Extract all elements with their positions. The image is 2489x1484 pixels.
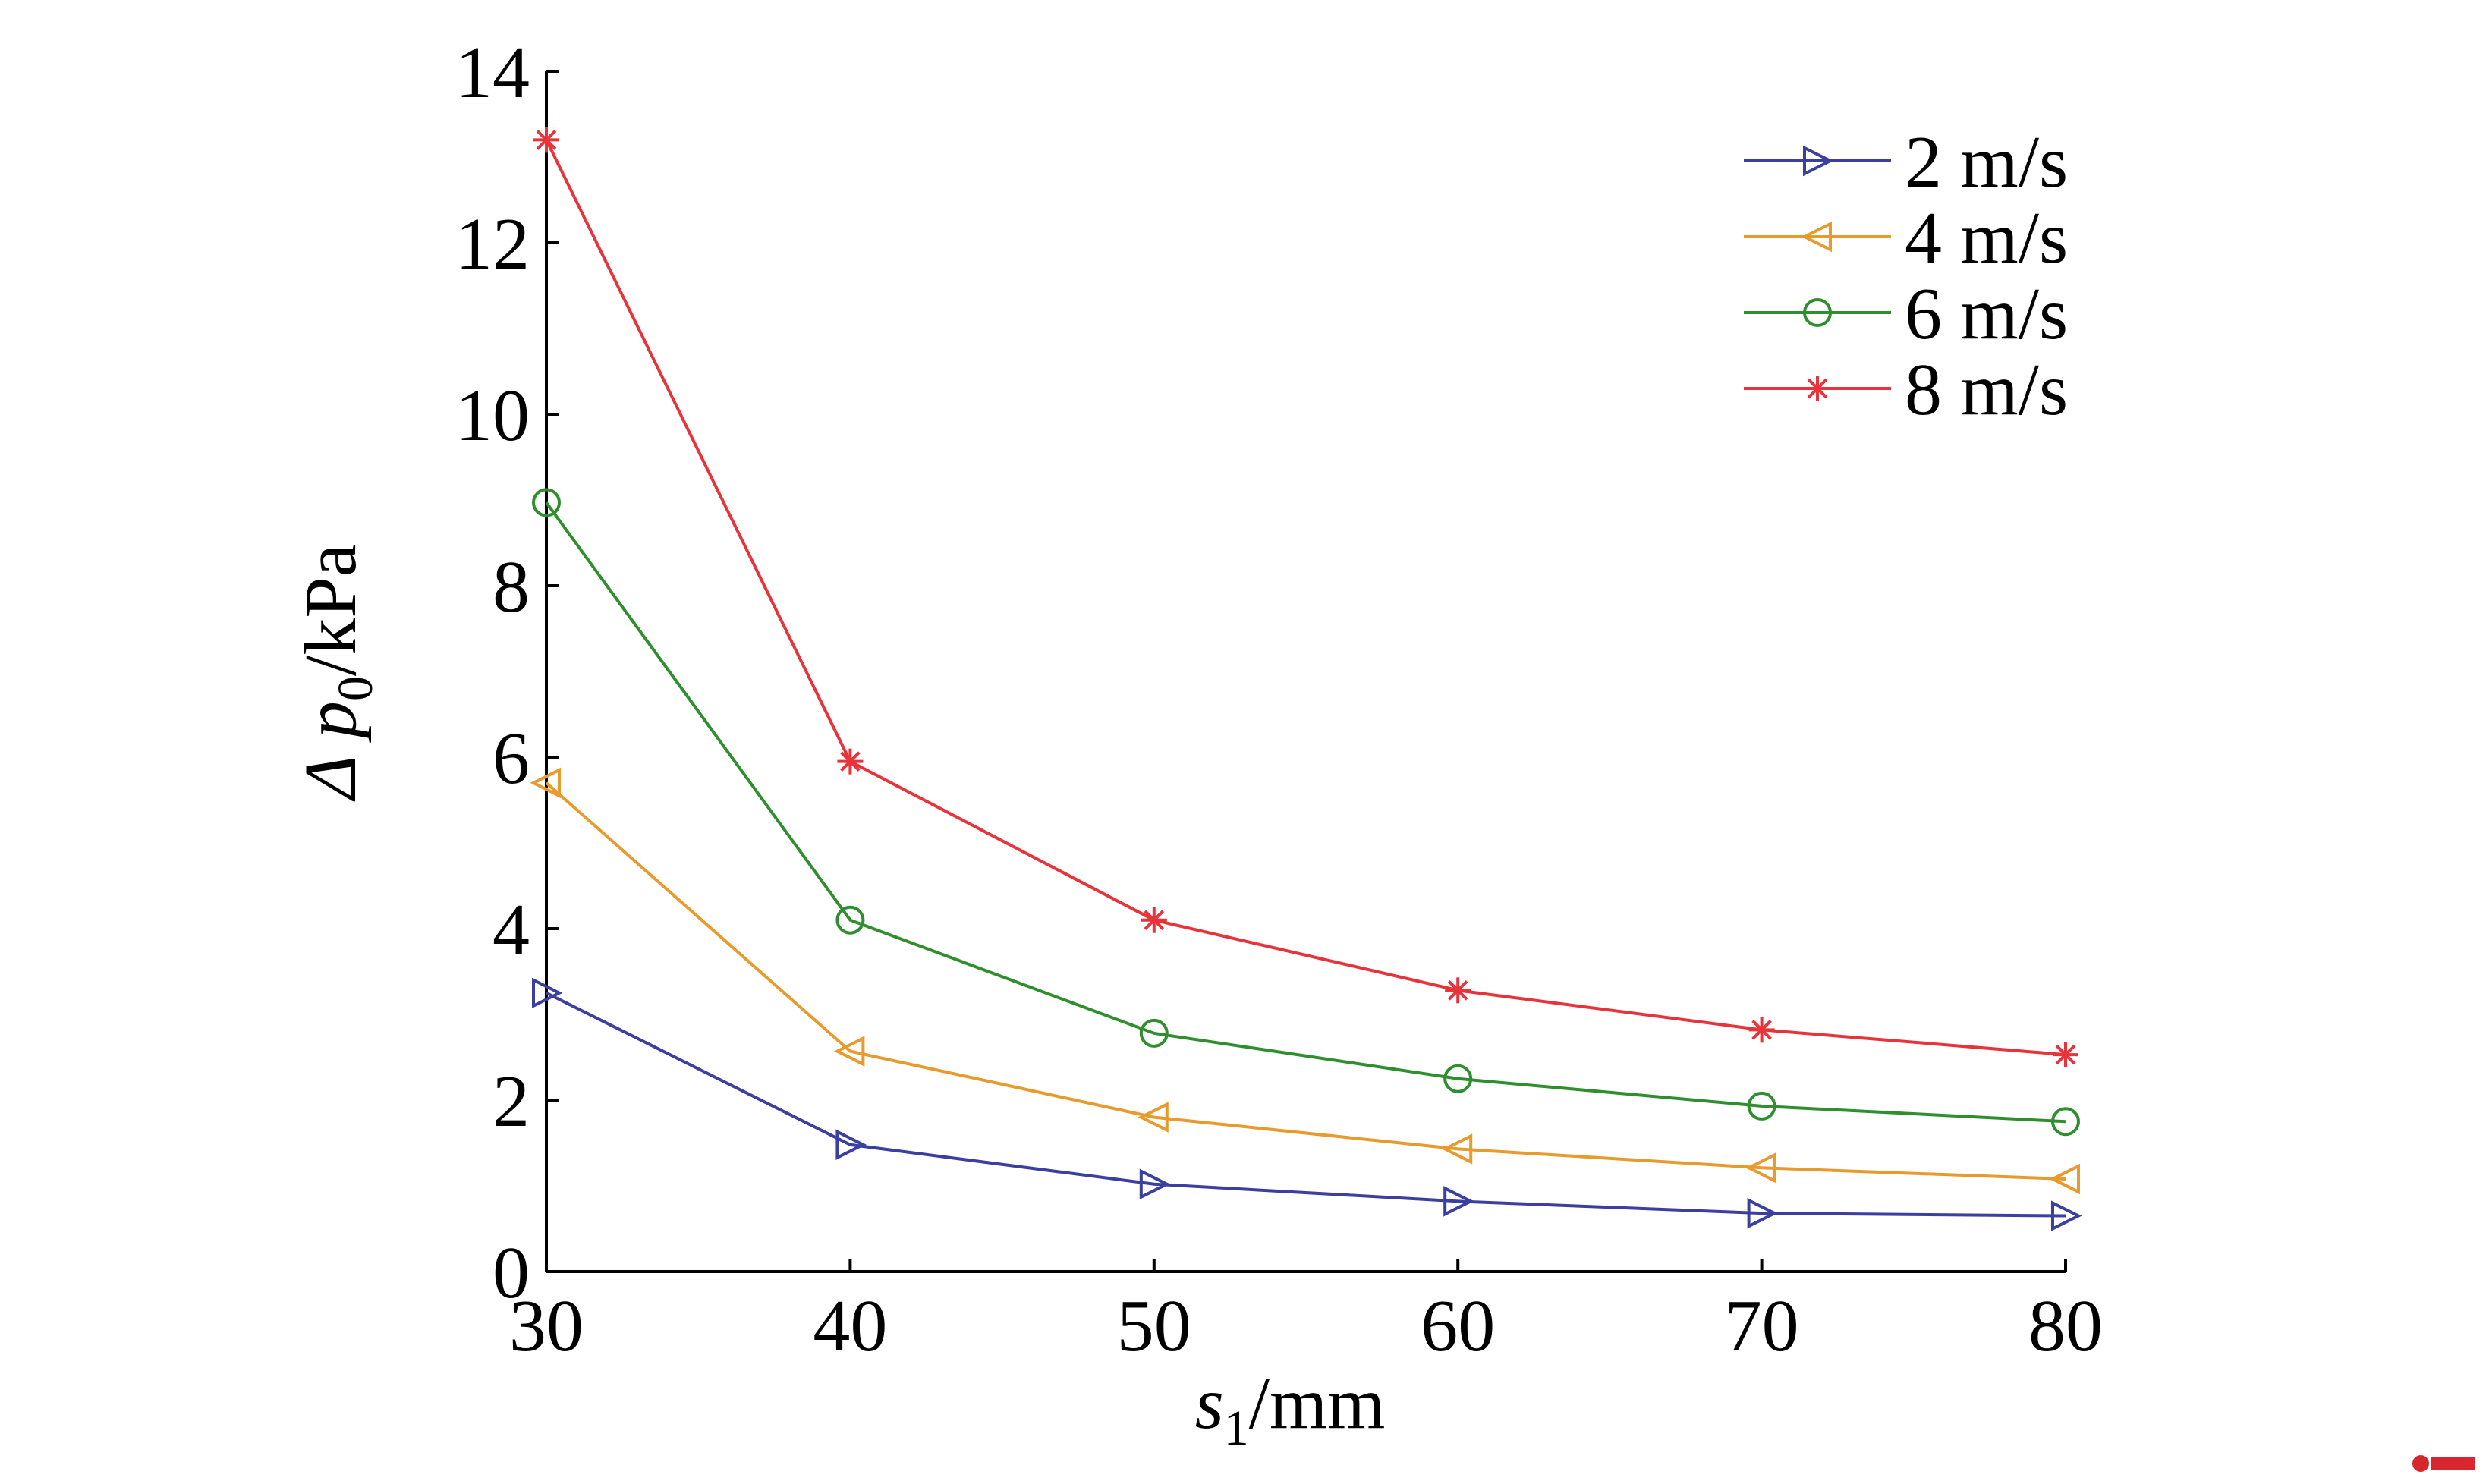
series-line <box>545 501 2066 1124</box>
y-axis-label-unit: /kPa <box>290 544 372 676</box>
ticks: 0 2 4 6 8 10 12 14 30 40 50 60 70 80 <box>455 32 2103 1367</box>
x-tick-label: 30 <box>509 1285 584 1367</box>
data-point <box>1141 907 1167 933</box>
legend-marker <box>1803 298 1832 327</box>
series-line <box>545 781 2066 1181</box>
x-axis-label: s1/mm <box>1195 1363 1386 1456</box>
legend-item: 4 m/s <box>1744 197 2068 279</box>
data-point <box>1745 1152 1776 1184</box>
data-point <box>1139 1018 1169 1048</box>
series-line <box>546 991 2066 1218</box>
data-point <box>835 905 865 935</box>
data-point <box>1138 1102 1169 1133</box>
legend-marker <box>1801 221 1832 253</box>
legend-item: 2 m/s <box>1744 121 2068 203</box>
y-tick-label: 10 <box>455 375 530 457</box>
legend-label: 2 m/s <box>1905 121 2068 203</box>
y-tick-label: 4 <box>492 889 530 971</box>
legend-label: 6 m/s <box>1905 273 2068 355</box>
data-point <box>532 977 563 1008</box>
data-point <box>1445 977 1471 1004</box>
y-axis-label-sub: 0 <box>328 676 383 701</box>
data-point <box>837 748 864 775</box>
series-3 <box>533 127 2078 1068</box>
y-axis-label-main: Δ p <box>290 701 372 802</box>
y-tick-label: 12 <box>455 203 530 285</box>
legend-marker <box>1805 376 1830 401</box>
data-point <box>2051 1200 2082 1231</box>
data-point <box>1441 1133 1473 1165</box>
data-point <box>2053 1042 2078 1068</box>
data-point <box>1139 1168 1171 1199</box>
y-tick-label: 2 <box>492 1061 530 1143</box>
data-point <box>2051 1107 2080 1137</box>
y-tick-label: 8 <box>492 546 530 628</box>
y-tick-label: 14 <box>455 32 530 114</box>
data-point <box>530 767 561 799</box>
data-point <box>1443 1064 1473 1093</box>
x-tick-label: 40 <box>813 1285 887 1367</box>
x-tick-label: 70 <box>1725 1285 1799 1367</box>
data-point <box>1747 1197 1779 1229</box>
y-tick-label: 0 <box>492 1232 530 1314</box>
series-line <box>545 139 2066 1057</box>
legend-item: 8 m/s <box>1744 349 2068 431</box>
dingdaxin-logo <box>2412 1455 2475 1472</box>
y-axis-label: Δ p0/kPa <box>290 544 383 802</box>
series-2 <box>532 488 2080 1137</box>
x-axis-label-main: s <box>1195 1363 1224 1445</box>
data-point <box>2049 1163 2080 1195</box>
legend-label: 4 m/s <box>1905 197 2068 279</box>
data-point <box>1747 1091 1776 1121</box>
data-point <box>533 127 559 153</box>
legend-label: 8 m/s <box>1905 349 2068 431</box>
data-point <box>1748 1017 1775 1043</box>
series-1 <box>530 767 2080 1195</box>
x-tick-label: 60 <box>1421 1285 1495 1367</box>
series-group <box>530 127 2082 1231</box>
axes <box>545 71 2066 1273</box>
series-0 <box>532 977 2082 1231</box>
legend-item: 6 m/s <box>1744 273 2068 355</box>
x-axis-label-unit: /mm <box>1249 1363 1386 1445</box>
data-point <box>835 1129 867 1160</box>
data-point <box>532 488 561 517</box>
legend-marker <box>1803 145 1834 177</box>
x-tick-label: 80 <box>2028 1285 2103 1367</box>
x-tick-label: 50 <box>1117 1285 1191 1367</box>
y-tick-label: 6 <box>492 718 530 800</box>
legend: 2 m/s4 m/s6 m/s8 m/s <box>1744 121 2068 431</box>
x-axis-label-sub: 1 <box>1224 1401 1249 1456</box>
data-point <box>833 1036 865 1067</box>
data-point <box>1443 1186 1474 1217</box>
